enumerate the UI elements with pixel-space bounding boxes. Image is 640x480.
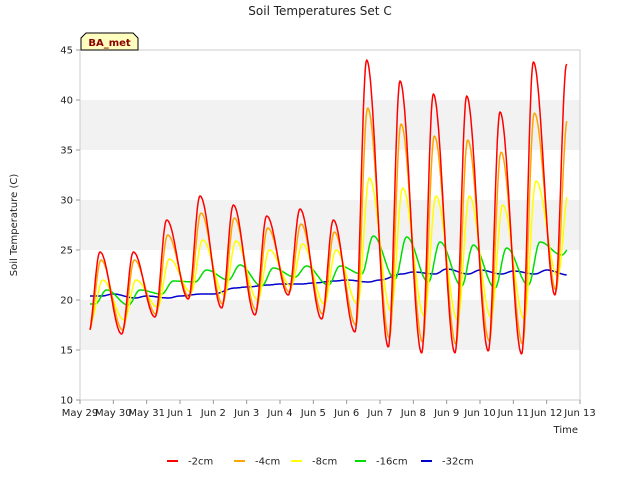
- series-line-minus-4cm: [89, 107, 568, 345]
- series-line-minus-2cm: [89, 59, 568, 355]
- x-tick-label: Jun 9: [433, 408, 459, 419]
- chart-title: Soil Temperatures Set C: [248, 4, 391, 18]
- y-tick-label: 30: [60, 196, 73, 207]
- x-tick-label: Jun 13: [563, 408, 596, 419]
- x-tick-label: Jun 6: [333, 408, 359, 419]
- x-axis-title: Time: [553, 425, 578, 436]
- x-tick-label: Jun 7: [366, 408, 392, 419]
- x-tick-label: Jun 3: [233, 408, 259, 419]
- y-tick-label: 40: [60, 96, 73, 107]
- y-tick-label: 20: [60, 296, 73, 307]
- grid-band: [80, 150, 580, 200]
- station-badge: BA_met: [80, 32, 139, 51]
- y-tick-label: 15: [60, 346, 73, 357]
- x-tick-label: Jun 1: [166, 408, 192, 419]
- grid-band: [80, 300, 580, 350]
- y-tick-label: 10: [60, 396, 73, 407]
- y-axis-title: Soil Temperature (C): [9, 174, 20, 277]
- x-tick-label: Jun 8: [400, 408, 426, 419]
- legend-label: -32cm: [442, 457, 474, 468]
- x-tick-label: Jun 10: [463, 408, 496, 419]
- x-tick-label: Jun 11: [497, 408, 530, 419]
- grid-band: [80, 350, 580, 400]
- y-axis: 10 15 20 25 30 35 40 45: [60, 46, 80, 407]
- x-tick-label: Jun 5: [300, 408, 326, 419]
- legend-label: -4cm: [255, 457, 280, 468]
- background-bands: [80, 50, 580, 400]
- series-line-minus-8cm: [89, 177, 568, 321]
- legend: -2cm -4cm -8cm -16cm -32cm: [167, 457, 474, 468]
- x-tick-label: May 30: [95, 408, 132, 419]
- legend-label: -16cm: [376, 457, 408, 468]
- y-tick-label: 45: [60, 46, 73, 57]
- y-tick-label: 35: [60, 146, 73, 157]
- legend-label: -8cm: [312, 457, 337, 468]
- series-layer: [89, 59, 568, 355]
- x-tick-label: Jun 2: [200, 408, 226, 419]
- x-tick-label: May 29: [62, 408, 99, 419]
- x-tick-label: Jun 12: [530, 408, 563, 419]
- legend-label: -2cm: [188, 457, 213, 468]
- x-tick-label: Jun 4: [266, 408, 292, 419]
- grid-band: [80, 50, 580, 100]
- y-tick-label: 25: [60, 246, 73, 257]
- plot-frame: [79, 49, 581, 401]
- badge-label: BA_met: [88, 38, 131, 49]
- badge-shape: [80, 32, 139, 51]
- x-tick-label: May 31: [128, 408, 165, 419]
